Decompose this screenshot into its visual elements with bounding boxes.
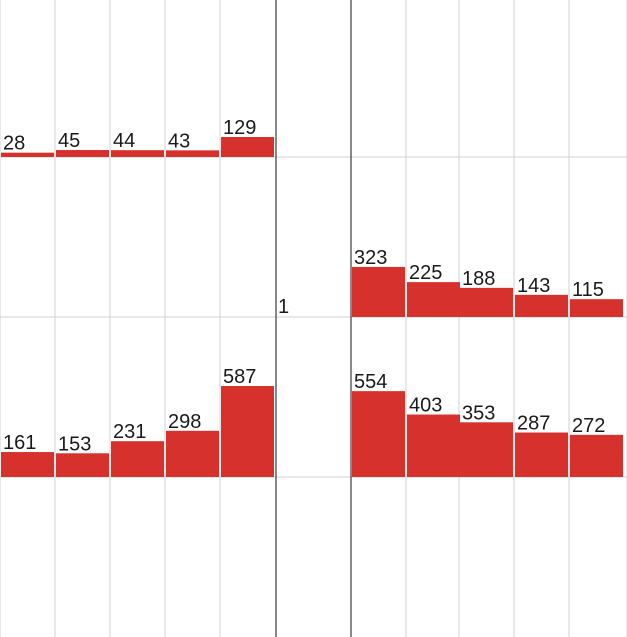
bar-lower-right-4 bbox=[515, 432, 568, 477]
bar-lower-right-3 bbox=[460, 422, 513, 477]
bar-lower-left-4 bbox=[166, 430, 219, 477]
bar-upper-right-4 bbox=[515, 294, 568, 317]
center-label: 1 bbox=[278, 296, 289, 318]
value-label-upper-right-5: 115 bbox=[572, 279, 604, 301]
value-label-upper-left-2: 45 bbox=[58, 130, 80, 152]
value-label-upper-right-1: 323 bbox=[354, 247, 387, 269]
bar-upper-left-3 bbox=[111, 150, 164, 157]
value-label-upper-left-1: 28 bbox=[3, 133, 25, 155]
bar-upper-left-5 bbox=[221, 137, 274, 157]
bar-upper-left-4 bbox=[166, 150, 219, 157]
value-label-lower-left-3: 231 bbox=[113, 421, 146, 443]
bar-upper-right-1 bbox=[352, 266, 405, 317]
bar-lower-left-3 bbox=[111, 441, 164, 477]
value-label-lower-right-3: 353 bbox=[462, 402, 495, 424]
bar-lower-right-5 bbox=[570, 434, 623, 477]
value-label-lower-right-1: 554 bbox=[354, 371, 387, 393]
bar-lower-right-1 bbox=[352, 391, 405, 477]
bar-upper-left-2 bbox=[56, 150, 109, 157]
value-label-lower-left-5: 587 bbox=[223, 366, 256, 388]
value-label-upper-right-4: 143 bbox=[517, 275, 550, 297]
value-label-upper-left-5: 129 bbox=[223, 117, 256, 139]
bar-upper-left-1 bbox=[1, 152, 54, 157]
bar-lower-left-2 bbox=[56, 453, 109, 477]
value-label-lower-left-1: 161 bbox=[3, 432, 36, 454]
value-label-lower-left-2: 153 bbox=[58, 433, 91, 455]
bar-lower-left-1 bbox=[1, 452, 54, 477]
value-label-lower-left-4: 298 bbox=[168, 411, 201, 433]
bar-upper-right-3 bbox=[460, 287, 513, 317]
value-label-upper-left-4: 43 bbox=[168, 130, 190, 152]
value-label-lower-right-4: 287 bbox=[517, 413, 550, 435]
value-label-upper-left-3: 44 bbox=[113, 130, 135, 152]
bar-lower-left-5 bbox=[221, 386, 274, 477]
bar-upper-right-5 bbox=[570, 299, 623, 317]
value-label-lower-right-2: 403 bbox=[409, 395, 442, 417]
value-label-upper-right-3: 188 bbox=[462, 268, 495, 290]
value-labels: 28 45 44 43 129 323 225 188 143 115 161 153 231 298 58… bbox=[3, 117, 605, 455]
value-label-upper-right-2: 225 bbox=[409, 262, 442, 284]
bar-upper-right-2 bbox=[407, 282, 460, 317]
bar-lower-right-2 bbox=[407, 414, 460, 477]
bars bbox=[1, 137, 623, 477]
value-label-lower-right-5: 272 bbox=[572, 415, 605, 437]
